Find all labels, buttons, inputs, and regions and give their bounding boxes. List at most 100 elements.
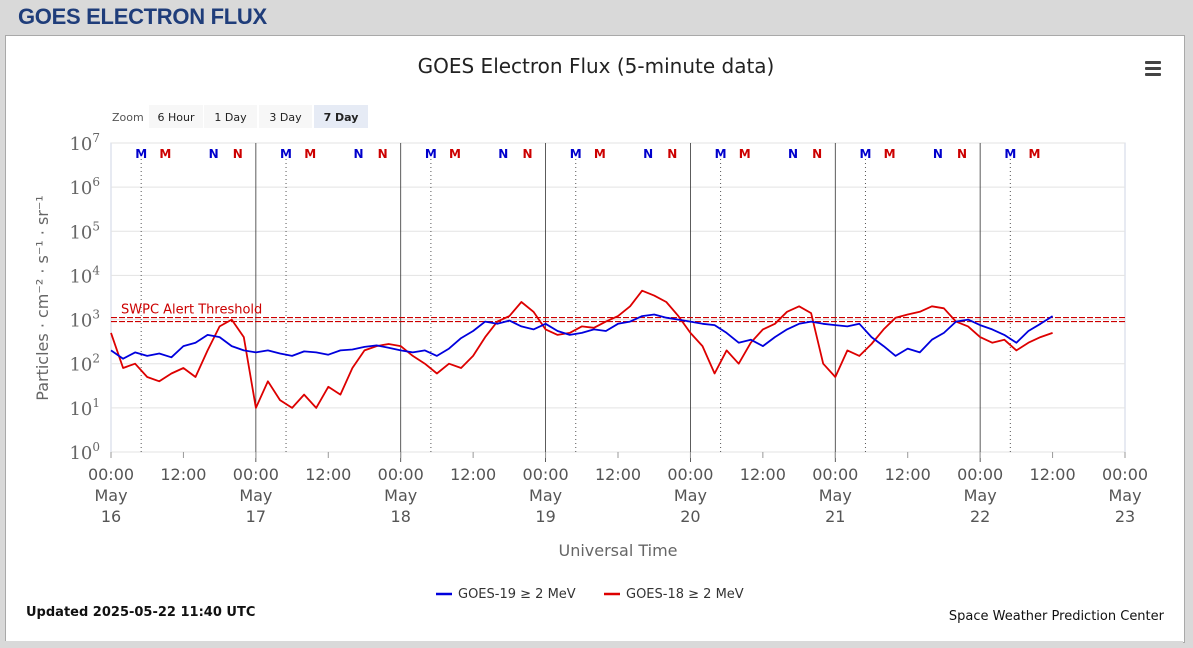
x-axis-title: Universal Time (558, 541, 677, 560)
marker-n: N (378, 147, 388, 161)
legend-item[interactable]: GOES-18 ≥ 2 MeV (604, 587, 744, 602)
marker-m: M (135, 147, 147, 161)
marker-n: N (498, 147, 508, 161)
plot-area: 100 101 102 103 104 105 106 107 00:00 May 16 12:00 0… (69, 131, 1148, 526)
x-tick-label: 00:00 (88, 465, 134, 484)
x-tick-date: 22 (970, 507, 990, 526)
y-tick-label: 103 (69, 308, 100, 332)
x-tick-date: 18 (391, 507, 411, 526)
x-tick-label: 12:00 (160, 465, 206, 484)
marker-m: M (425, 147, 437, 161)
x-tick-date: 19 (535, 507, 555, 526)
zoom-label: Zoom (112, 111, 144, 124)
x-tick-date: May (964, 486, 997, 505)
hamburger-menu-icon[interactable] (1145, 61, 1161, 76)
threshold-label: SWPC Alert Threshold (121, 303, 262, 318)
legend-label: GOES-18 ≥ 2 MeV (626, 587, 744, 602)
x-tick-label: 12:00 (885, 465, 931, 484)
marker-n: N (812, 147, 822, 161)
x-tick-label: 00:00 (957, 465, 1003, 484)
marker-n: N (522, 147, 532, 161)
zoom-button-bg (314, 105, 368, 128)
x-tick-date: 17 (246, 507, 266, 526)
x-tick-date: 21 (825, 507, 845, 526)
chart-panel: GOES Electron Flux (5-minute data) Zoom … (5, 35, 1185, 643)
legend: GOES-19 ≥ 2 MeV GOES-18 ≥ 2 MeV (436, 587, 744, 602)
zoom-selector: Zoom 6 Hour 1 Day 3 Day 7 Day (112, 105, 368, 128)
x-tick-label: 00:00 (233, 465, 279, 484)
marker-n: N (957, 147, 967, 161)
marker-n: N (933, 147, 943, 161)
x-tick-date: 20 (680, 507, 700, 526)
marker-m: M (304, 147, 316, 161)
legend-item[interactable]: GOES-19 ≥ 2 MeV (436, 587, 576, 602)
marker-m: M (594, 147, 606, 161)
x-tick-date: May (1108, 486, 1141, 505)
x-tick-date: May (239, 486, 272, 505)
y-tick-label: 102 (69, 352, 100, 376)
zoom-button-label: 3 Day (269, 111, 302, 124)
series-line-goes-18 (110, 289, 1053, 409)
zoom-button-bg (204, 105, 257, 128)
x-tick-label: 00:00 (667, 465, 713, 484)
y-tick-label: 100 (69, 440, 100, 464)
y-tick-label: 101 (69, 396, 100, 420)
x-tick-label: 12:00 (595, 465, 641, 484)
page-header: GOES ELECTRON FLUX (0, 0, 1193, 34)
x-tick-label: 12:00 (450, 465, 496, 484)
x-tick-label: 00:00 (523, 465, 569, 484)
zoom-button-label: 1 Day (214, 111, 247, 124)
bottom-strip (5, 641, 1183, 648)
marker-n: N (233, 147, 243, 161)
x-tick-date: 16 (101, 507, 121, 526)
x-tick-label: 00:00 (378, 465, 424, 484)
marker-m: M (859, 147, 871, 161)
plot-frame (110, 142, 1126, 453)
zoom-button-7-day[interactable]: 7 Day (314, 105, 368, 128)
zoom-button-label: 6 Hour (158, 111, 195, 124)
page-title: GOES ELECTRON FLUX (18, 4, 267, 29)
marker-n: N (667, 147, 677, 161)
marker-m: M (159, 147, 171, 161)
series-line-goes-19 (110, 313, 1054, 360)
zoom-button-label: 7 Day (324, 111, 359, 124)
x-tick-label: 12:00 (1030, 465, 1076, 484)
y-tick-label: 105 (69, 219, 100, 243)
x-tick-date: May (819, 486, 852, 505)
y-tick-label: 107 (69, 131, 100, 155)
x-tick-date: May (94, 486, 127, 505)
zoom-button-bg (259, 105, 312, 128)
x-tick-date: 23 (1115, 507, 1135, 526)
marker-n: N (209, 147, 219, 161)
zoom-button-6-hour[interactable]: 6 Hour (149, 105, 203, 128)
x-tick-label: 12:00 (740, 465, 786, 484)
marker-m: M (1004, 147, 1016, 161)
marker-m: M (280, 147, 292, 161)
marker-m: M (884, 147, 896, 161)
marker-m: M (449, 147, 461, 161)
legend-label: GOES-19 ≥ 2 MeV (458, 587, 576, 602)
marker-m: M (1028, 147, 1040, 161)
source-credit: Space Weather Prediction Center (949, 609, 1165, 624)
x-tick-label: 12:00 (305, 465, 351, 484)
x-tick-date: May (529, 486, 562, 505)
zoom-button-3-day[interactable]: 3 Day (259, 105, 312, 128)
chart-title: GOES Electron Flux (5-minute data) (418, 54, 775, 78)
x-tick-label: 00:00 (1102, 465, 1148, 484)
x-tick-date: May (384, 486, 417, 505)
marker-n: N (643, 147, 653, 161)
x-tick-label: 00:00 (812, 465, 858, 484)
marker-n: N (353, 147, 363, 161)
zoom-button-1-day[interactable]: 1 Day (204, 105, 257, 128)
marker-m: M (570, 147, 582, 161)
updated-timestamp: Updated 2025-05-22 11:40 UTC (26, 605, 255, 620)
marker-n: N (788, 147, 798, 161)
marker-m: M (739, 147, 751, 161)
y-tick-label: 104 (69, 263, 100, 287)
marker-m: M (715, 147, 727, 161)
x-tick-date: May (674, 486, 707, 505)
chart: GOES Electron Flux (5-minute data) Zoom … (26, 54, 1165, 624)
y-tick-label: 106 (69, 175, 100, 199)
y-axis-title: Particles · cm⁻² · s⁻¹ · sr⁻¹ (33, 195, 52, 400)
zoom-button-bg (149, 105, 203, 128)
